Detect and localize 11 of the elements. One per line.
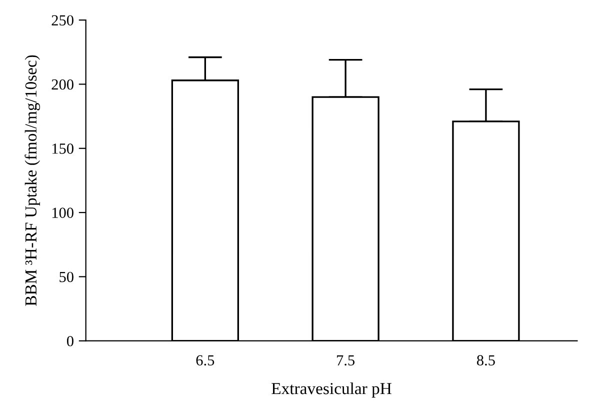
y-tick-label: 100: [52, 208, 74, 218]
x-tick-label: 7.5: [337, 355, 355, 366]
x-tick-label: 8.5: [476, 355, 495, 366]
y-tick-label: 250: [52, 15, 74, 26]
x-axis-title: Extravesicular pH: [272, 382, 392, 398]
y-tick-label: 150: [52, 144, 74, 154]
x-tick-label: 6.5: [196, 355, 214, 366]
y-tick-label: 0: [66, 336, 74, 346]
y-tick-label: 200: [52, 79, 74, 90]
y-tick-label: 50: [60, 272, 74, 282]
y-axis-title: BBM ³H-RF Uptake (fmol/mg/10sec): [24, 55, 40, 306]
